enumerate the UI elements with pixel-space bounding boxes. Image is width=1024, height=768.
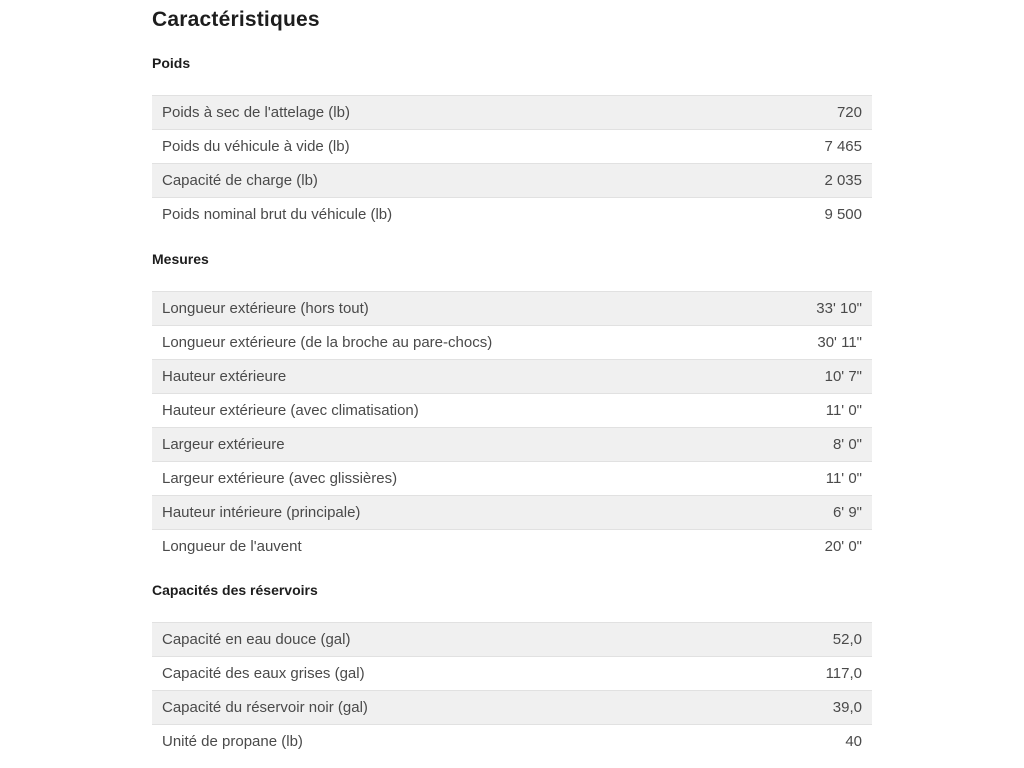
table-row: Poids du véhicule à vide (lb) 7 465 — [152, 129, 872, 164]
table-row: Hauteur extérieure 10' 7" — [152, 359, 872, 393]
spec-label: Capacité de charge (lb) — [162, 172, 318, 189]
spec-value: 10' 7" — [824, 367, 862, 385]
table-row: Longueur extérieure (hors tout) 33' 10" — [152, 291, 872, 325]
table-row: Hauteur extérieure (avec climatisation) 1… — [152, 393, 872, 427]
spec-label: Unité de propane (lb) — [162, 733, 303, 751]
section-heading: Mesures — [152, 250, 209, 267]
table-row: Longueur de l'auvent 20' 0" — [152, 529, 872, 563]
spec-label: Capacité du réservoir noir (gal) — [162, 699, 368, 716]
section-heading: Poids — [152, 55, 191, 71]
spec-value: 52,0 — [832, 631, 862, 648]
spec-table: Poids à sec de l'attelage (lb) 720 Poids d… — [152, 95, 872, 232]
spec-label: Poids nominal brut du véhicule (lb) — [162, 206, 393, 224]
spec-value: 117,0 — [825, 665, 862, 682]
spec-label: Largeur extérieure (avec glissières) — [162, 469, 398, 487]
spec-value: 20' 0" — [824, 537, 862, 555]
spec-value: 720 — [836, 104, 862, 121]
spec-label: Poids du véhicule à vide (lb) — [162, 138, 350, 155]
table-row: Capacité en eau douce (gal) 52,0 — [152, 622, 872, 657]
spec-label: Largeur extérieure — [162, 435, 285, 453]
section-heading: Capacités des réservoirs — [152, 582, 318, 598]
table-row: Poids à sec de l'attelage (lb) 720 — [152, 95, 872, 130]
spec-label: Longueur de l'auvent — [162, 537, 302, 555]
table-row: Capacité des eaux grises (gal) 117,0 — [152, 656, 872, 691]
spec-label: Longueur extérieure (hors tout) — [162, 299, 369, 317]
table-row: Capacité du réservoir noir (gal) 39,0 — [152, 690, 872, 725]
spec-value: 9 500 — [824, 206, 862, 224]
spec-label: Capacité en eau douce (gal) — [162, 631, 351, 648]
table-row: Unité de propane (lb) 40 — [152, 724, 872, 759]
spec-value: 33' 10" — [816, 299, 862, 317]
spec-label: Hauteur extérieure — [162, 367, 287, 385]
spec-label: Hauteur extérieure (avec climatisation) — [162, 401, 419, 419]
table-row: Longueur extérieure (de la broche au par… — [152, 325, 872, 359]
spec-sections: Poids Poids à sec de l'attelage (lb) 720 Po… — [152, 55, 872, 759]
spec-value: 11' 0" — [825, 401, 862, 419]
spec-table: Longueur extérieure (hors tout) 33' 10" Lo… — [152, 291, 872, 564]
spec-value: 30' 11" — [817, 333, 862, 351]
table-row: Largeur extérieure 8' 0" — [152, 427, 872, 461]
spec-value: 6' 9" — [832, 503, 862, 521]
spec-table: Capacité en eau douce (gal) 52,0 Capacité … — [152, 622, 872, 759]
spec-sheet: Caractéristiques Poids Poids à sec de l'a… — [152, 0, 872, 759]
spec-value: 40 — [845, 733, 862, 751]
page-title: Caractéristiques — [152, 8, 320, 31]
spec-value: 39,0 — [832, 699, 862, 716]
spec-label: Hauteur intérieure (principale) — [162, 503, 361, 521]
spec-label: Capacité des eaux grises (gal) — [162, 665, 365, 682]
table-row: Hauteur intérieure (principale) 6' 9" — [152, 495, 872, 529]
spec-label: Longueur extérieure (de la broche au par… — [162, 333, 493, 351]
spec-value: 8' 0" — [832, 435, 862, 453]
spec-value: 2 035 — [824, 172, 862, 189]
spec-value: 11' 0" — [825, 469, 862, 487]
table-row: Largeur extérieure (avec glissières) 11' … — [152, 461, 872, 495]
spec-label: Poids à sec de l'attelage (lb) — [162, 104, 350, 121]
table-row: Capacité de charge (lb) 2 035 — [152, 163, 872, 198]
spec-value: 7 465 — [824, 138, 862, 155]
table-row: Poids nominal brut du véhicule (lb) 9 500 — [152, 197, 872, 232]
